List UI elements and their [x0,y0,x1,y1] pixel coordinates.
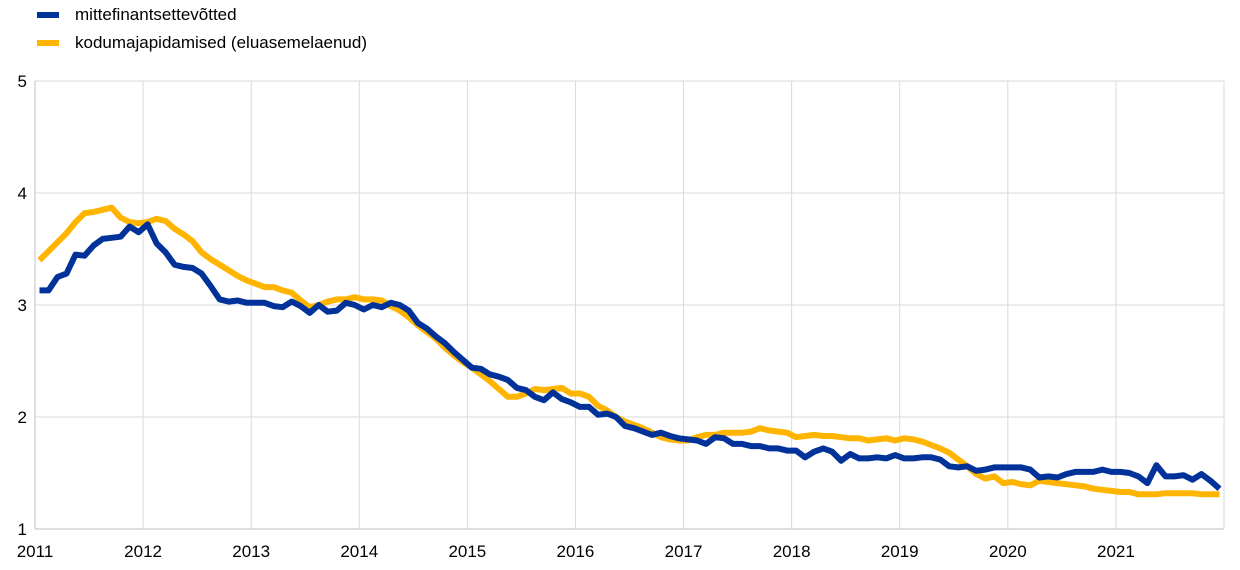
x-tick-label: 2017 [665,542,703,561]
x-tick-label: 2015 [448,542,486,561]
y-tick-label: 1 [18,520,27,539]
x-tick-label: 2011 [17,542,54,561]
legend-label: mittefinantsettevõtted [75,5,237,24]
x-tick-label: 2013 [232,542,270,561]
y-tick-label: 2 [18,408,27,427]
legend-swatch-icon [37,40,59,46]
x-tick-label: 2014 [340,542,378,561]
legend-item-0: mittefinantsettevõtted [37,5,237,25]
x-tick-label: 2018 [773,542,811,561]
x-tick-label: 2012 [124,542,162,561]
series-line-1 [37,204,1220,498]
x-tick-label: 2016 [557,542,595,561]
y-tick-label: 3 [18,296,27,315]
x-tick-label: 2021 [1097,542,1135,561]
x-tick-label: 2019 [881,542,919,561]
x-tick-label: 2020 [989,542,1027,561]
legend-label: kodumajapidamised (eluasemelaenud) [75,33,368,52]
y-tick-label: 4 [18,184,27,203]
y-tick-label: 5 [18,72,27,91]
legend-swatch-icon [37,12,59,18]
legend-item-1: kodumajapidamised (eluasemelaenud) [37,33,367,53]
series-line-0 [39,221,1222,491]
